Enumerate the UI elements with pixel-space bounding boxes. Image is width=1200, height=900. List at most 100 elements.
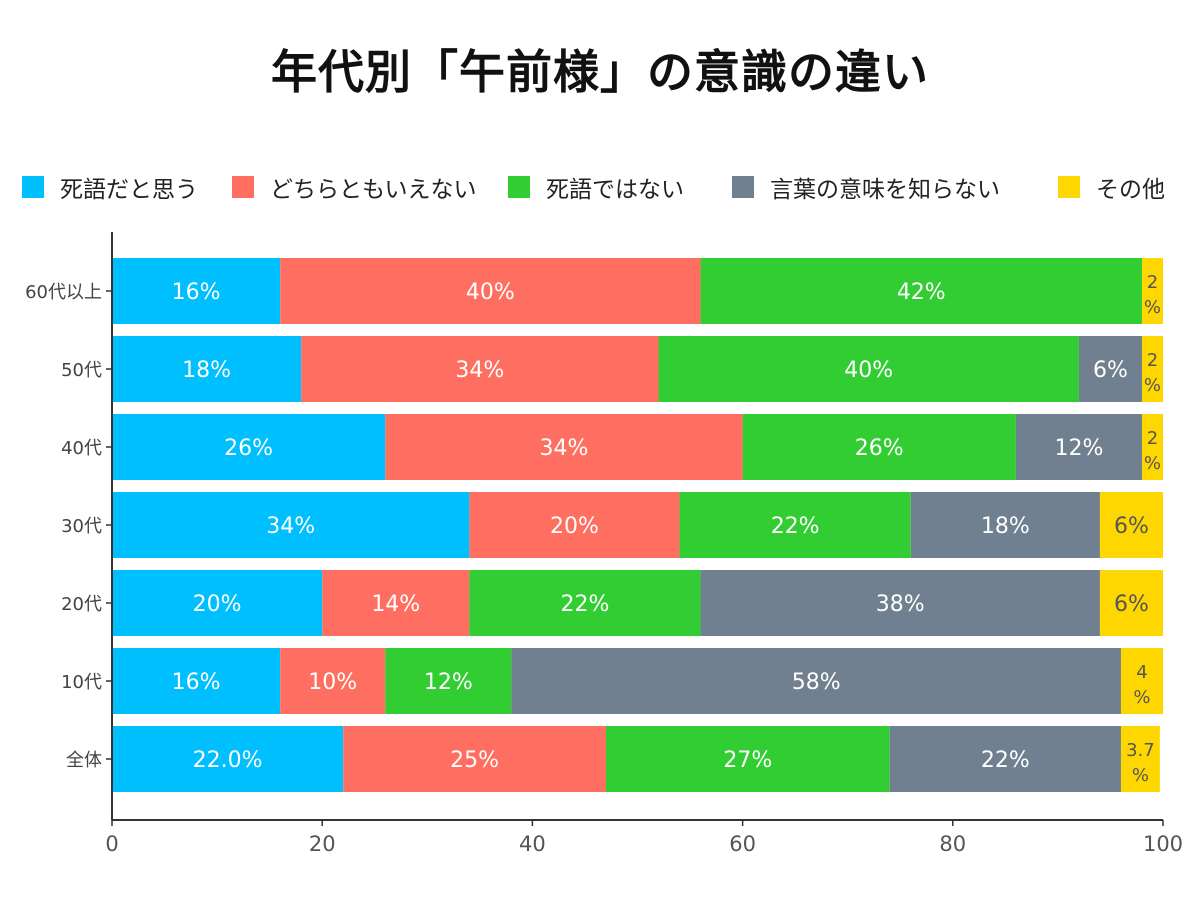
y-tick-label: 60代以上 (25, 282, 102, 303)
bar-segment (469, 492, 680, 558)
data-label: 20% (550, 514, 599, 539)
data-label: 34% (539, 436, 588, 461)
data-label: 42% (897, 280, 946, 305)
data-label: 16% (172, 670, 221, 695)
bar-segment (605, 726, 890, 792)
bar-segment (385, 414, 743, 480)
bar-segment (658, 336, 1079, 402)
legend-item-dochira-tomo-ienai: どちらともいえない (232, 170, 477, 204)
y-tick-label: 全体 (66, 750, 102, 771)
legend-item-imi-wo-shiranai: 言葉の意味を知らない (732, 170, 1000, 204)
bar-segment (1141, 414, 1163, 480)
data-label: 12% (1054, 436, 1103, 461)
bar-segment (112, 414, 386, 480)
data-label: 6% (1114, 592, 1149, 617)
legend-label: どちらともいえない (270, 177, 477, 203)
bar-segment (343, 726, 606, 792)
data-label: 20% (193, 592, 242, 617)
data-label: 34% (266, 514, 315, 539)
bar-segment (700, 570, 1100, 636)
data-label: 26% (224, 436, 273, 461)
bar-segment (112, 570, 323, 636)
data-label: 10% (308, 670, 357, 695)
x-tick-label: 60 (729, 832, 756, 856)
data-label: 22% (981, 748, 1030, 773)
x-tick-label: 20 (309, 832, 336, 856)
bar-segment (742, 414, 1016, 480)
y-tick-label: 10代 (61, 672, 102, 693)
data-label: 6% (1093, 358, 1128, 383)
data-label: % (1133, 687, 1150, 708)
bar-segment (1141, 258, 1163, 324)
bar-segment (889, 726, 1121, 792)
legend-swatch (508, 176, 530, 198)
x-tick-label: 100 (1143, 832, 1183, 856)
legend: 死語だと思う どちらともいえない 死語ではない 言葉の意味を知らない その他 (22, 170, 1192, 204)
x-tick-label: 40 (519, 832, 546, 856)
bar-segment (301, 336, 659, 402)
data-label: % (1132, 765, 1149, 786)
data-label: 26% (855, 436, 904, 461)
bar-segment (112, 726, 344, 792)
legend-label: 言葉の意味を知らない (770, 177, 1000, 203)
data-label: % (1144, 453, 1161, 474)
data-label: 2 (1147, 350, 1158, 371)
bar-segment (112, 492, 470, 558)
data-label: 27% (723, 748, 772, 773)
legend-item-shigo-da-to-omou: 死語だと思う (22, 170, 198, 204)
bar-segment (1141, 336, 1163, 402)
data-label: 2 (1147, 428, 1158, 449)
data-label: 22.0% (193, 748, 263, 773)
bars-group: 16% 40% 42% 2% 18% 34% 40% 6% 2% 26% 34% 26% 12% 2% 34… (112, 258, 1163, 792)
legend-label: 死語ではない (546, 177, 684, 203)
legend-swatch (1058, 176, 1080, 198)
y-tick-label: 40代 (61, 438, 102, 459)
y-tick-label: 20代 (61, 594, 102, 615)
legend-label: その他 (1096, 177, 1165, 203)
bar-segment (112, 336, 302, 402)
bar-segment (280, 648, 386, 714)
bar-segment (1099, 570, 1163, 636)
chart-title: 年代別「午前様」の意識の違い (271, 45, 929, 99)
legend-item-shigo-dewa-nai: 死語ではない (508, 170, 684, 204)
bar-segment (910, 492, 1100, 558)
legend-swatch (732, 176, 754, 198)
x-tick-label: 80 (939, 832, 966, 856)
bar-segment (1120, 648, 1163, 714)
bar-segment (679, 492, 911, 558)
bar-segment (280, 258, 701, 324)
data-label: 22% (771, 514, 820, 539)
data-label: 18% (182, 358, 231, 383)
bar-segment (385, 648, 512, 714)
bar-segment (1120, 726, 1160, 792)
legend-label: 死語だと思う (60, 177, 198, 203)
data-label: 25% (450, 748, 499, 773)
data-label: 40% (844, 358, 893, 383)
bar-segment (511, 648, 1121, 714)
bar-segment (112, 648, 281, 714)
data-label: 14% (371, 592, 420, 617)
data-label: % (1144, 375, 1161, 396)
bar-segment (1015, 414, 1142, 480)
data-label: 12% (424, 670, 473, 695)
y-tick-label: 50代 (61, 360, 102, 381)
data-label: 18% (981, 514, 1030, 539)
legend-swatch (232, 176, 254, 198)
data-label: 6% (1114, 514, 1149, 539)
data-label: 2 (1147, 272, 1158, 293)
bar-segment (1078, 336, 1142, 402)
data-label: 22% (560, 592, 609, 617)
legend-swatch (22, 176, 44, 198)
bar-segment (700, 258, 1142, 324)
data-label: % (1144, 297, 1161, 318)
data-label: 34% (455, 358, 504, 383)
legend-item-sonota: その他 (1058, 170, 1165, 204)
bar-segment (1099, 492, 1163, 558)
data-label: 40% (466, 280, 515, 305)
data-label: 4 (1136, 662, 1147, 683)
bar-segment (322, 570, 470, 636)
data-label: 16% (172, 280, 221, 305)
bar-segment (112, 258, 281, 324)
